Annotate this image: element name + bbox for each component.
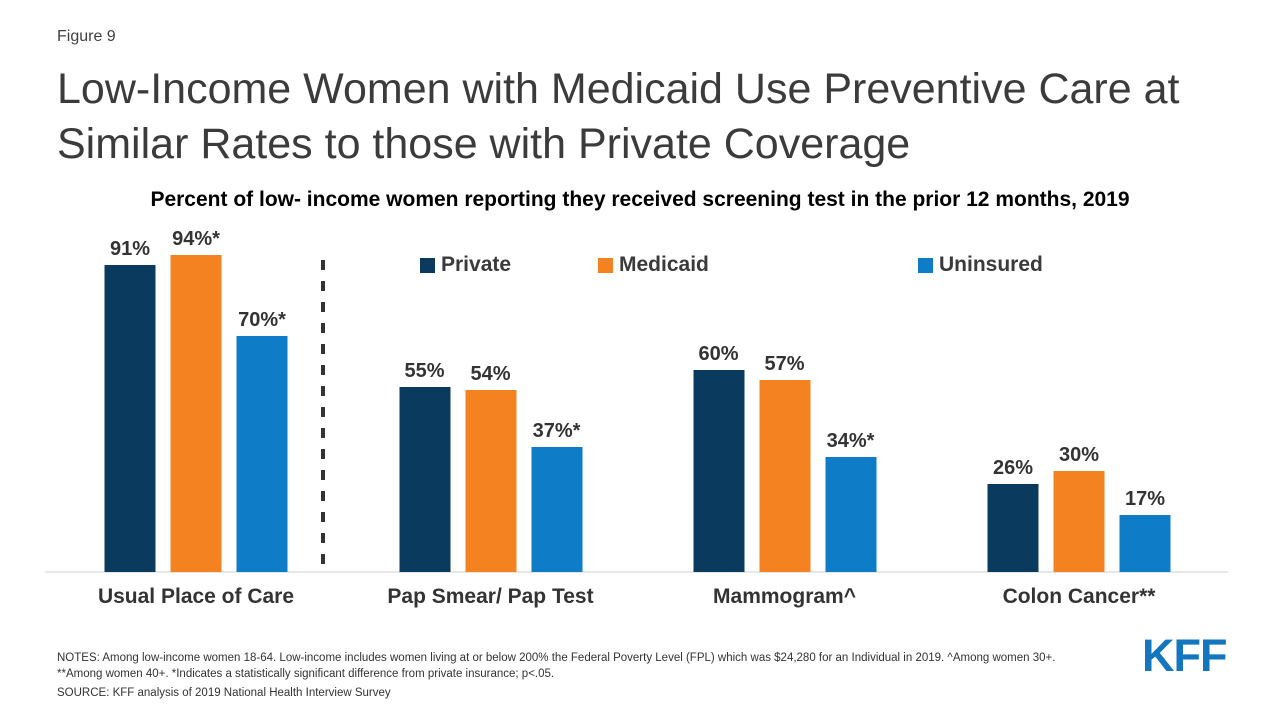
separator-dashed-line — [321, 260, 325, 569]
legend-swatch-icon — [918, 257, 933, 273]
bar-value-label: 94%* — [172, 228, 220, 251]
bar-value-label: 55% — [404, 359, 445, 382]
bar-value-label: 26% — [992, 457, 1034, 480]
x-axis-line — [45, 571, 1228, 573]
page-title: Low-Income Women with Medicaid Use Preve… — [57, 65, 1180, 168]
source-line: SOURCE: KFF analysis of 2019 National He… — [57, 687, 391, 699]
bar-private: 91% — [104, 238, 156, 572]
notes: NOTES: Among low-income women 18-64. Low… — [57, 651, 1137, 702]
bar-private: 55% — [399, 360, 450, 572]
bar-value-label: 37%* — [532, 420, 581, 443]
bar-private: 26% — [987, 457, 1039, 572]
legend-label: Uninsured — [939, 253, 1043, 276]
bar-value-label: 34%* — [826, 430, 875, 453]
kff-logo: KFF — [1142, 630, 1227, 681]
category-label: Pap Smear/ Pap Test — [387, 585, 594, 608]
bar-medicaid: 57% — [759, 353, 810, 572]
legend-swatch-icon — [598, 257, 613, 273]
bar-value-label: 60% — [698, 342, 739, 365]
bar-value-label: 17% — [1124, 487, 1166, 510]
bar-uninsured: 17% — [1119, 488, 1171, 572]
bar-uninsured: 34%* — [825, 430, 876, 572]
bar-private: 60% — [693, 343, 744, 572]
bar-group: 60% 57% 34%* — [693, 343, 876, 572]
bar-value-label: 30% — [1058, 443, 1100, 466]
bar-group: 26% 30% 17% — [987, 444, 1171, 572]
legend-item-medicaid: Medicaid — [598, 253, 709, 277]
chart-subtitle: Percent of low- income women reporting t… — [150, 188, 1130, 211]
bar-medicaid: 30% — [1053, 444, 1105, 572]
bar-value-label: 70%* — [238, 309, 286, 332]
notes-line-2: **Among women 40+. *Indicates a statisti… — [57, 667, 555, 680]
category-label: Colon Cancer** — [1002, 585, 1156, 608]
legend-label: Private — [441, 253, 512, 276]
category-label: Usual Place of Care — [97, 585, 295, 608]
legend-item-uninsured: Uninsured — [918, 253, 1043, 277]
bar-group: 55% 54% 37%* — [399, 360, 582, 572]
notes-line-1: NOTES: Among low-income women 18-64. Low… — [57, 652, 1056, 664]
bar-medicaid: 54% — [465, 363, 516, 572]
bar-medicaid: 94%* — [170, 228, 222, 572]
bar-value-label: 54% — [470, 363, 511, 385]
legend-label: Medicaid — [619, 253, 709, 276]
bar-uninsured: 70%* — [236, 309, 288, 572]
figure-label: Figure 9 — [57, 28, 116, 45]
category-label: Mammogram^ — [713, 585, 856, 608]
bar-value-label: 57% — [764, 352, 805, 375]
legend-swatch-icon — [420, 257, 435, 273]
bar-group: 91% 94%* 70%* — [104, 228, 288, 572]
legend-item-private: Private — [420, 253, 511, 277]
bar-uninsured: 37%* — [531, 420, 582, 572]
bar-value-label: 91% — [109, 238, 151, 261]
